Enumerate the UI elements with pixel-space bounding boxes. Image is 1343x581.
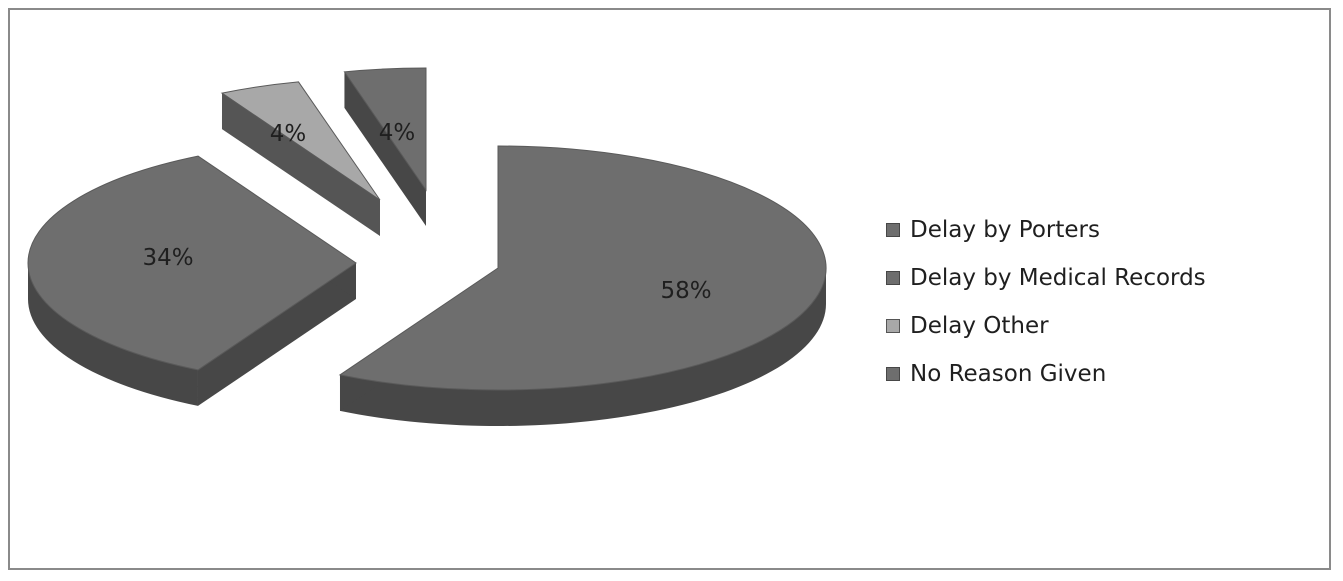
legend-swatch-delay-by-porters: [886, 223, 900, 237]
legend-swatch-delay-by-medical-records: [886, 271, 900, 285]
data-label-no-reason-given: 4%: [379, 120, 416, 146]
legend-swatch-delay-other: [886, 319, 900, 333]
legend-swatch-no-reason-given: [886, 367, 900, 381]
legend-item-delay-by-medical-records: Delay by Medical Records: [886, 254, 1206, 302]
data-label-delay-by-medical-records: 34%: [142, 245, 193, 271]
legend-item-no-reason-given: No Reason Given: [886, 350, 1206, 398]
legend-item-delay-by-porters: Delay by Porters: [886, 206, 1206, 254]
legend-label-no-reason-given: No Reason Given: [910, 361, 1106, 387]
data-label-delay-other: 4%: [270, 121, 307, 147]
legend-label-delay-by-porters: Delay by Porters: [910, 217, 1100, 243]
chart-legend: Delay by Porters Delay by Medical Record…: [886, 206, 1206, 398]
legend-label-delay-other: Delay Other: [910, 313, 1049, 339]
legend-item-delay-other: Delay Other: [886, 302, 1206, 350]
legend-label-delay-by-medical-records: Delay by Medical Records: [910, 265, 1206, 291]
data-label-delay-by-porters: 58%: [660, 278, 711, 304]
